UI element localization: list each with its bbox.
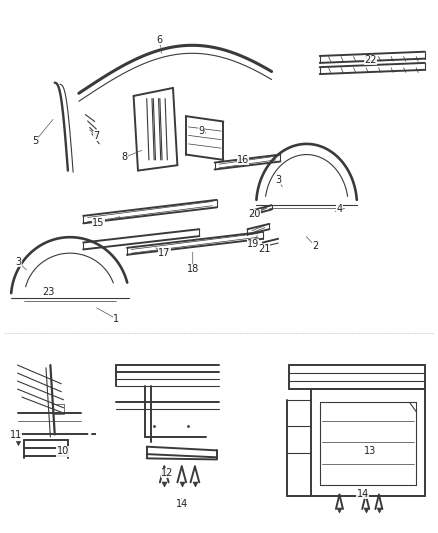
Text: 2: 2 <box>312 241 318 251</box>
Text: 13: 13 <box>364 447 376 456</box>
Text: 19: 19 <box>247 239 259 249</box>
Text: 10: 10 <box>57 447 69 456</box>
Text: 21: 21 <box>258 245 270 254</box>
Text: 9: 9 <box>198 126 205 135</box>
Text: 3: 3 <box>275 175 281 185</box>
Text: 20: 20 <box>249 209 261 219</box>
Text: 16: 16 <box>237 155 249 165</box>
Text: 18: 18 <box>187 264 199 274</box>
Text: 7: 7 <box>93 131 99 141</box>
Text: 6: 6 <box>157 35 163 45</box>
Text: 14: 14 <box>357 489 369 499</box>
Text: 4: 4 <box>336 204 343 214</box>
Text: 12: 12 <box>161 469 173 478</box>
Text: 14: 14 <box>176 499 188 509</box>
Text: 11: 11 <box>10 431 22 440</box>
Text: 8: 8 <box>122 152 128 162</box>
Text: 1: 1 <box>113 314 119 324</box>
Text: 5: 5 <box>32 136 38 146</box>
Bar <box>53 404 64 414</box>
Text: 22: 22 <box>364 55 376 65</box>
Text: 23: 23 <box>42 287 54 297</box>
Text: 15: 15 <box>92 218 105 228</box>
Text: 17: 17 <box>158 248 170 258</box>
Text: 3: 3 <box>15 257 21 267</box>
